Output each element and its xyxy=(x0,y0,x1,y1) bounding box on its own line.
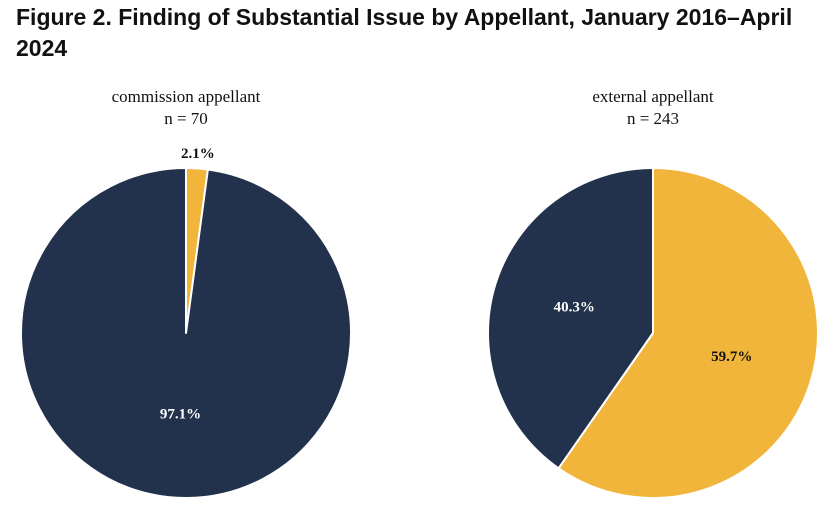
pie-title: commission appellant xyxy=(112,87,261,106)
pie-count: n = 243 xyxy=(627,109,679,128)
pie-external-appellant: external appellant n = 243 59.7% 40.3% xyxy=(487,87,819,499)
pie-slice-navy xyxy=(487,167,654,470)
figure-title: Figure 2. Finding of Substantial Issue b… xyxy=(16,4,793,61)
pie-title: external appellant xyxy=(592,87,714,106)
pie-commission-appellant: commission appellant n = 70 2.1% 97.1% xyxy=(20,87,352,499)
pie-slice-navy xyxy=(20,167,352,499)
data-label-gold: 2.1% xyxy=(181,146,215,162)
pie-count: n = 70 xyxy=(164,109,208,128)
pie-slice-gold xyxy=(557,167,819,499)
data-label-gold: 59.7% xyxy=(711,349,752,365)
data-label-navy: 40.3% xyxy=(554,300,595,316)
data-label-navy: 97.1% xyxy=(160,407,201,423)
